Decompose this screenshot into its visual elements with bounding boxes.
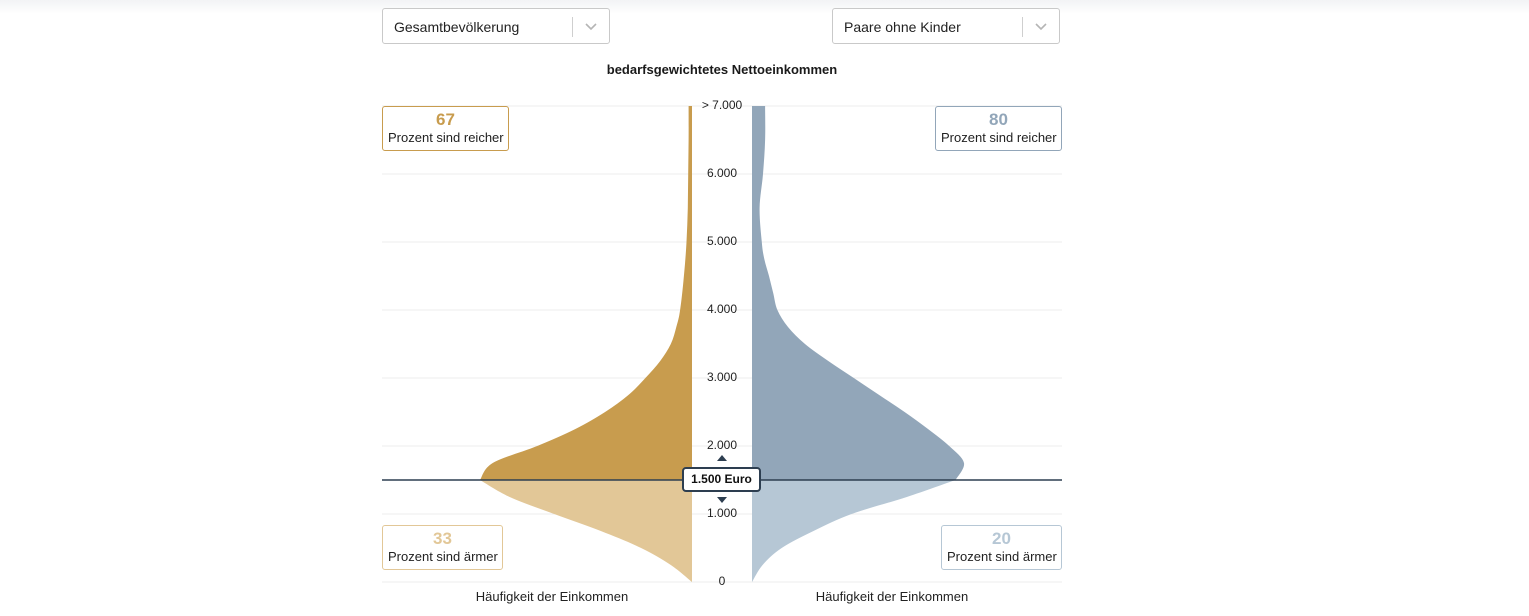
- selected-income-marker[interactable]: 1.500 Euro: [682, 467, 761, 492]
- right-distribution-upper: [752, 106, 965, 480]
- left-distribution-lower: [480, 480, 692, 582]
- chevron-down-icon[interactable]: [1034, 21, 1048, 33]
- left-percent-richer-label: Prozent sind reicher: [388, 130, 504, 145]
- population-select-right[interactable]: Paare ohne Kinder: [832, 8, 1060, 44]
- y-tick-label: 1.000: [706, 506, 738, 520]
- right-percent-poorer-label: Prozent sind ärmer: [947, 549, 1057, 564]
- left-percent-richer-box: 67 Prozent sind reicher: [382, 106, 509, 151]
- right-distribution-lower: [752, 480, 956, 582]
- right-percent-poorer-box: 20 Prozent sind ärmer: [941, 525, 1062, 570]
- select-separator: [572, 17, 573, 37]
- x-axis-label-left: Häufigkeit der Einkommen: [475, 589, 629, 604]
- right-percent-richer-box: 80 Prozent sind reicher: [935, 106, 1062, 151]
- left-distribution-upper: [480, 106, 692, 480]
- chevron-down-icon[interactable]: [584, 21, 598, 33]
- left-percent-richer-value: 67: [436, 110, 455, 129]
- arrow-up-icon[interactable]: [717, 455, 727, 461]
- y-tick-label: 2.000: [706, 438, 738, 452]
- y-tick-label: 3.000: [706, 370, 738, 384]
- x-axis-label-right: Häufigkeit der Einkommen: [815, 589, 969, 604]
- left-percent-poorer-value: 33: [433, 529, 452, 548]
- y-tick-label: 5.000: [706, 234, 738, 248]
- distribution-shapes: [480, 106, 965, 582]
- left-percent-poorer-label: Prozent sind ärmer: [388, 549, 498, 564]
- select-separator: [1022, 17, 1023, 37]
- right-percent-richer-label: Prozent sind reicher: [941, 130, 1057, 145]
- y-tick-label: 6.000: [706, 166, 738, 180]
- right-percent-poorer-value: 20: [992, 529, 1011, 548]
- gridlines: [382, 105, 1062, 583]
- arrow-down-icon[interactable]: [717, 497, 727, 503]
- left-percent-poorer-box: 33 Prozent sind ärmer: [382, 525, 503, 570]
- population-select-left-value: Gesamtbevölkerung: [394, 19, 520, 35]
- y-tick-label: > 7.000: [701, 98, 743, 112]
- y-tick-label: 0: [718, 574, 726, 588]
- y-tick-label: 4.000: [706, 302, 738, 316]
- right-percent-richer-value: 80: [989, 110, 1008, 129]
- population-select-left[interactable]: Gesamtbevölkerung: [382, 8, 610, 44]
- chart-title: bedarfsgewichtetes Nettoeinkommen: [606, 62, 838, 77]
- population-select-right-value: Paare ohne Kinder: [844, 19, 961, 35]
